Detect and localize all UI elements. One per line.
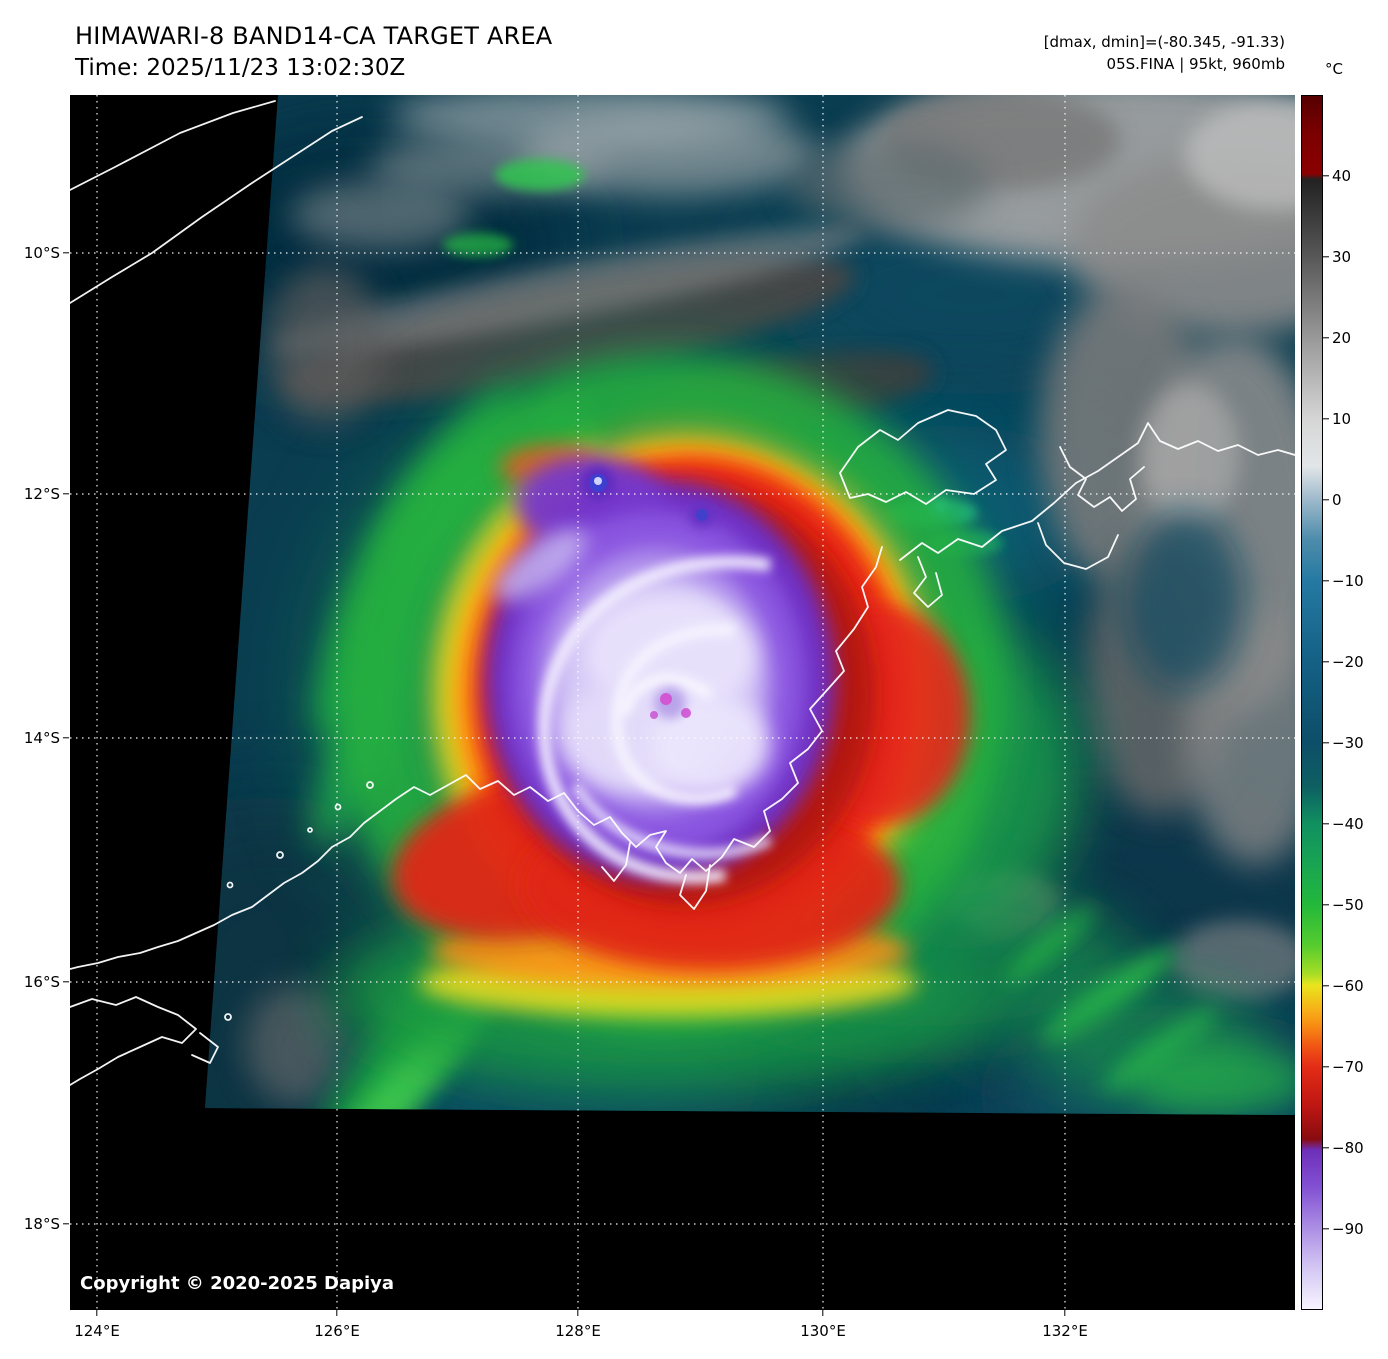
colorbar-tick-mark — [1323, 418, 1329, 420]
coast-timor-south — [70, 116, 363, 304]
coast-tiwi-islands — [839, 409, 1007, 505]
lat-tick-label: 10°S — [23, 244, 60, 262]
coast-darwin-inlets — [913, 556, 943, 608]
coast-cambridge-gulf-2 — [601, 842, 631, 882]
colorbar-tick-mark — [1323, 337, 1329, 339]
colorbar — [1301, 95, 1323, 1310]
colorbar-tick-mark — [1323, 499, 1329, 501]
colorbar-tick-mark — [1323, 580, 1329, 582]
colorbar-tick-mark — [1323, 1147, 1329, 1149]
coast-king-sound — [70, 996, 197, 1086]
colorbar-tick-mark — [1323, 985, 1329, 987]
colorbar-tick-mark — [1323, 175, 1329, 177]
gray-cloud-layer — [245, 95, 1295, 1105]
lat-tick-mark — [63, 493, 69, 495]
coast-king-sound-inlet — [191, 1032, 219, 1064]
dmax-dmin-annotation: [dmax, dmin]=(-80.345, -91.33) — [1043, 33, 1285, 51]
lon-tick-mark — [577, 1310, 579, 1316]
coast-arnhem-inlets — [1059, 446, 1145, 512]
figure-time: Time: 2025/11/23 13:02:30Z — [75, 55, 406, 81]
colorbar-tick-mark — [1323, 256, 1329, 258]
colorbar-tick-label: −30 — [1332, 734, 1364, 752]
lon-tick-label: 124°E — [74, 1322, 120, 1340]
satellite-map-svg — [70, 95, 1295, 1310]
coast-arnhem — [899, 422, 1295, 561]
lon-tick-label: 130°E — [800, 1322, 846, 1340]
map-plot: Copyright © 2020-2025 Dapiya — [70, 95, 1295, 1310]
colorbar-tick-mark — [1323, 1228, 1329, 1230]
lon-tick-mark — [336, 1310, 338, 1316]
coast-islet — [224, 1013, 232, 1021]
colorbar-tick-label: −10 — [1332, 572, 1364, 590]
colorbar-tick-label: −60 — [1332, 977, 1364, 995]
coast-islet — [366, 781, 374, 789]
satellite-imagery — [205, 95, 1295, 1115]
overshooting-tops — [581, 466, 715, 528]
coast-kimberley-main — [70, 546, 883, 970]
lat-tick-label: 18°S — [23, 1215, 60, 1233]
coast-cambridge-gulf-1 — [679, 864, 711, 910]
copyright-text: Copyright © 2020-2025 Dapiya — [80, 1273, 395, 1294]
colorbar-gradient — [1302, 96, 1322, 1309]
figure-title: HIMAWARI-8 BAND14-CA TARGET AREA — [75, 22, 553, 50]
lon-tick-mark — [96, 1310, 98, 1316]
coast-islet — [334, 803, 342, 811]
colorbar-unit-label: °C — [1325, 60, 1343, 78]
storm-info-annotation: 05S.FINA | 95kt, 960mb — [1106, 55, 1285, 73]
colorbar-tick-label: 30 — [1332, 248, 1352, 266]
colorbar-tick-label: 20 — [1332, 329, 1352, 347]
lat-tick-mark — [63, 737, 69, 739]
cyclone-eye — [650, 687, 691, 719]
coast-van-diemen-gulf — [1037, 522, 1119, 570]
colorbar-tick-mark — [1323, 1066, 1329, 1068]
lat-tick-mark — [63, 1223, 69, 1225]
colorbar-tick-label: −50 — [1332, 896, 1364, 914]
lat-tick-label: 16°S — [23, 973, 60, 991]
lon-tick-mark — [822, 1310, 824, 1316]
coast-islet — [226, 881, 234, 889]
colorbar-tick-label: 10 — [1332, 410, 1352, 428]
coast-islet — [307, 827, 313, 833]
colorbar-tick-label: −80 — [1332, 1139, 1364, 1157]
colorbar-tick-label: 0 — [1332, 491, 1342, 509]
colorbar-tick-mark — [1323, 742, 1329, 744]
lon-tick-label: 132°E — [1042, 1322, 1088, 1340]
lat-tick-label: 12°S — [23, 485, 60, 503]
coastlines — [70, 100, 1295, 1086]
coast-islet — [276, 851, 284, 859]
colorbar-tick-mark — [1323, 661, 1329, 663]
lat-tick-mark — [63, 252, 69, 254]
lon-tick-mark — [1064, 1310, 1066, 1316]
colorbar-tick-label: −70 — [1332, 1058, 1364, 1076]
gridlines — [70, 95, 1295, 1310]
lat-tick-mark — [63, 981, 69, 983]
coast-timor-north — [70, 100, 276, 191]
colorbar-tick-label: −40 — [1332, 815, 1364, 833]
lon-tick-label: 126°E — [314, 1322, 360, 1340]
colorbar-tick-label: 40 — [1332, 167, 1352, 185]
colorbar-tick-label: −20 — [1332, 653, 1364, 671]
colorbar-tick-label: −90 — [1332, 1220, 1364, 1238]
colorbar-tick-mark — [1323, 823, 1329, 825]
lon-tick-label: 128°E — [555, 1322, 601, 1340]
cyclone-core — [537, 466, 773, 884]
lat-tick-label: 14°S — [23, 729, 60, 747]
colorbar-tick-mark — [1323, 904, 1329, 906]
